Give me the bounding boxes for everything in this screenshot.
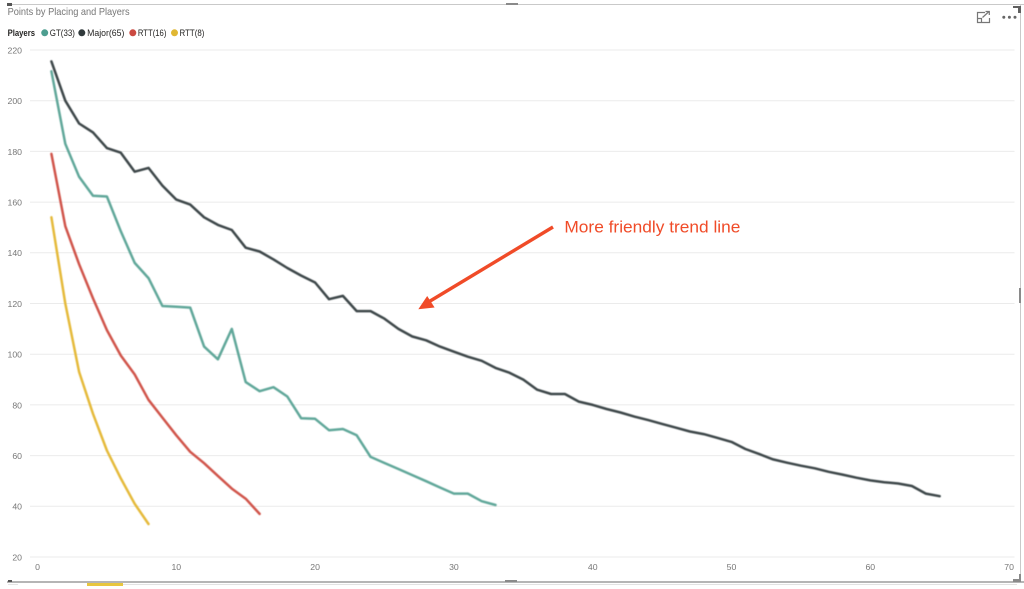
svg-text:40: 40: [12, 502, 22, 512]
svg-text:70: 70: [1004, 562, 1014, 572]
svg-text:30: 30: [449, 562, 459, 572]
svg-text:160: 160: [8, 198, 23, 208]
svg-text:0: 0: [35, 562, 40, 572]
svg-text:60: 60: [12, 451, 22, 461]
svg-text:20: 20: [12, 552, 22, 562]
svg-text:60: 60: [865, 562, 875, 572]
svg-text:180: 180: [8, 147, 23, 157]
svg-text:120: 120: [8, 299, 23, 309]
svg-text:80: 80: [12, 400, 22, 410]
svg-text:100: 100: [8, 350, 23, 360]
svg-text:GT(33): GT(33): [50, 28, 75, 38]
svg-text:Major(65): Major(65): [87, 28, 124, 38]
svg-text:Points by Placing and Players: Points by Placing and Players: [8, 7, 130, 18]
svg-text:200: 200: [8, 96, 23, 106]
svg-text:20: 20: [310, 562, 320, 572]
svg-text:More friendly trend line: More friendly trend line: [564, 219, 740, 237]
svg-text:10: 10: [171, 562, 181, 572]
svg-text:RTT(8): RTT(8): [180, 28, 205, 38]
svg-text:50: 50: [727, 562, 737, 572]
svg-text:220: 220: [8, 45, 23, 55]
svg-text:40: 40: [588, 562, 598, 572]
svg-text:Players: Players: [8, 28, 35, 38]
svg-text:RTT(16): RTT(16): [138, 28, 167, 38]
svg-text:140: 140: [8, 248, 23, 258]
